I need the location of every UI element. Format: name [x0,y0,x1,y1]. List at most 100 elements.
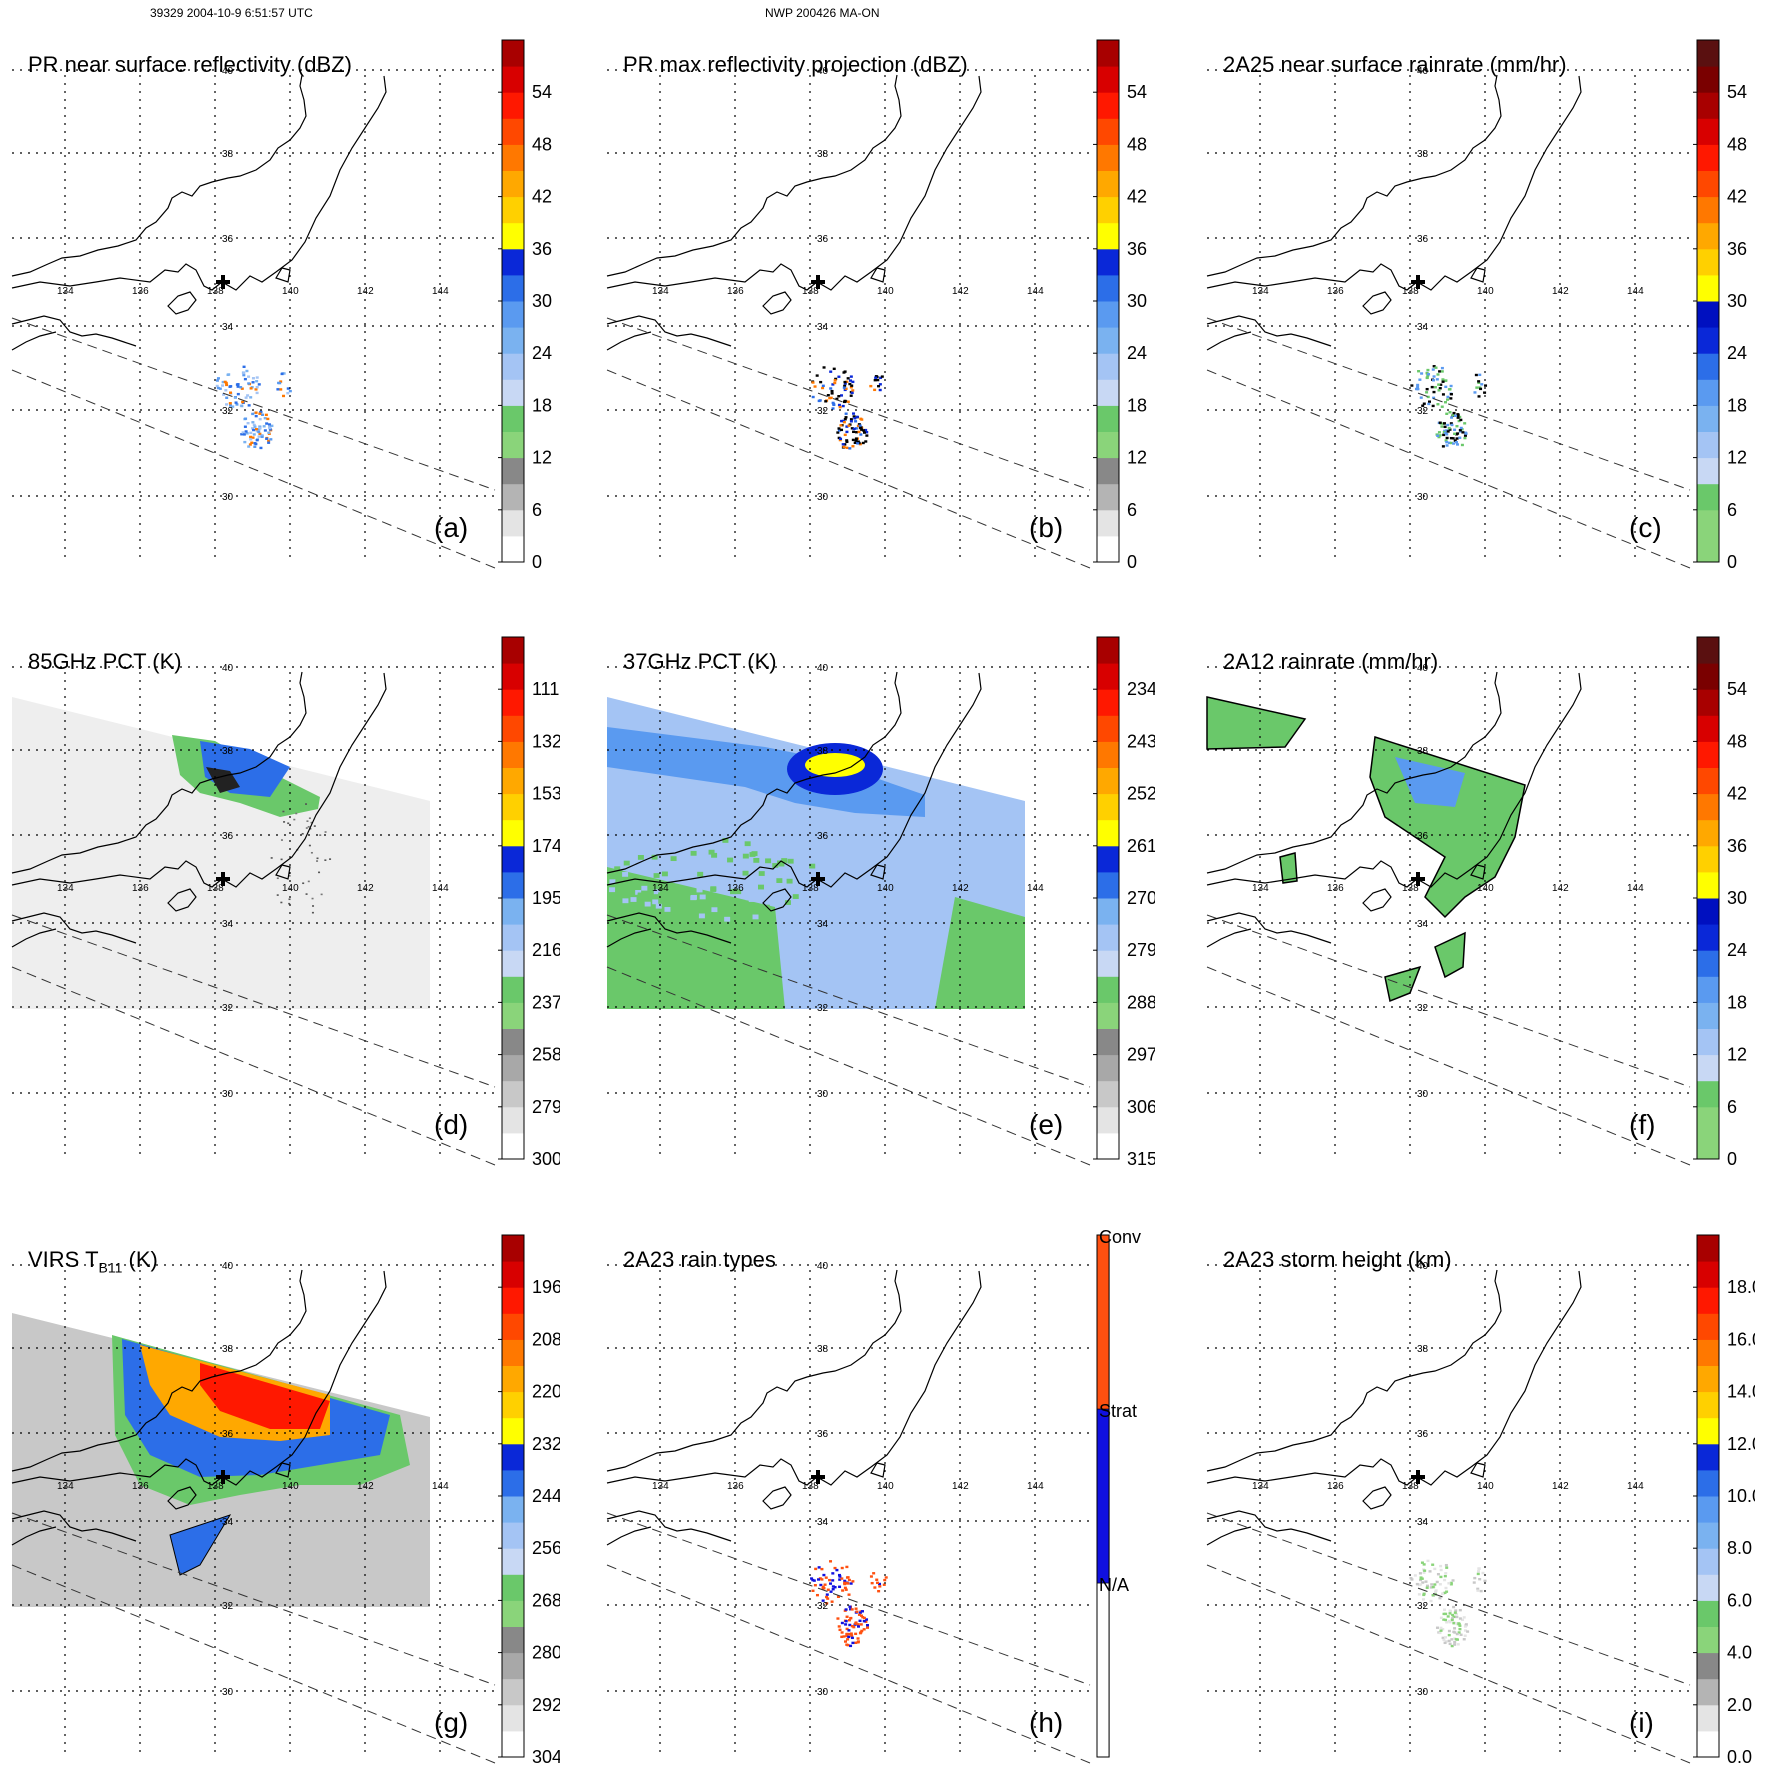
data-pixel [1426,1559,1430,1563]
latitude-label: 40 [222,1261,234,1272]
panel-c: 134 136 138 140 142 144 40 38 36 34 32 30 0 6 12 18 24 30… [1195,20,1755,580]
data-pixel [1464,432,1468,435]
data-pixel [850,391,854,395]
colorbar-segment [1697,950,1719,977]
data-pixel [879,376,883,380]
data-pixel [857,423,861,426]
tmi-swath [12,697,430,1009]
data-pixel [1439,383,1443,386]
data-pixel [652,899,659,905]
data-pixel [267,441,271,444]
rain-region [1279,852,1298,884]
data-pixel [1447,1639,1451,1643]
data-pixel [1453,432,1457,436]
rain-region [1434,931,1466,979]
data-pixel [849,1644,853,1648]
colorbar-segment [502,405,524,432]
data-pixel [1449,422,1453,425]
colorbar-segment [1697,248,1719,276]
data-pixel [280,901,283,904]
data-pixel [1438,434,1442,437]
data-pixel [1458,436,1462,439]
data-pixel [1417,370,1421,373]
panel-e: 134 136 138 140 142 144 40 38 36 34 32 30 315 306 297 2… [595,617,1155,1177]
pr-swath-edge [606,369,1091,569]
latitude-label: 30 [1417,1687,1429,1698]
data-pixel [268,426,272,430]
colorbar-tick-label: 258 [532,1045,560,1065]
pr-swath-edge [1206,914,1691,1088]
colorbar-segment [1097,1002,1119,1029]
colorbar-tick-label: 18 [532,395,552,415]
coastline [1206,315,1332,347]
colorbar-tick-label: 252 [1127,784,1155,804]
data-pixel [254,411,258,414]
colorbar-segment [1697,663,1719,690]
data-pixel [301,832,304,835]
data-pixel [852,412,856,415]
colorbar-segment [1697,431,1719,459]
data-pixel [1435,433,1439,436]
data-pixel [843,384,847,388]
data-pixel [843,380,847,384]
data-pixel [1479,387,1483,391]
data-pixel [833,1586,837,1589]
colorbar-segment [502,1054,524,1082]
coastline [167,888,197,912]
data-pixel [724,916,731,922]
data-pixel [1442,1638,1446,1642]
colorbar-segment [1097,144,1119,171]
longitude-label: 138 [1402,286,1419,297]
data-pixel [843,370,847,373]
data-pixel [1459,430,1463,433]
colorbar-segment [1697,1678,1719,1706]
data-pixel [1439,1568,1443,1572]
longitude-label: 144 [1627,883,1644,894]
latitude-label: 36 [222,234,234,245]
data-pixel [1425,391,1429,394]
data-pixel [1454,1612,1458,1616]
data-pixel [845,1565,849,1569]
data-pixel [1450,1638,1454,1641]
colorbar-segment [1697,509,1719,537]
longitude-label: 142 [357,286,374,297]
data-pixel [288,875,291,877]
panel-i-figure: 134 136 138 140 142 144 40 38 36 34 32 30 0.0 2.0 4.0 6… [1206,1234,1755,1767]
panel-b-letter: (b) [1029,512,1064,543]
panel-title-text: 37GHz PCT (K) [623,649,777,674]
data-pixel [832,367,836,371]
data-pixel [245,432,249,435]
data-pixel [862,1616,866,1620]
latitude-label: 34 [817,919,829,930]
data-pixel [802,887,809,893]
data-pixel [815,1593,819,1597]
data-pixel [864,1620,868,1623]
data-pixel [747,892,754,898]
data-pixel [1445,1566,1449,1569]
colorbar-tick-label: 2.0 [1727,1695,1752,1715]
colorbar-segment [502,509,524,537]
data-pixel [1457,1631,1461,1634]
data-pixel [837,375,841,378]
coastline [275,1462,291,1478]
data-pixel [833,379,837,382]
data-pixel [822,366,826,369]
data-pixel [1449,1581,1453,1585]
storm-center-icon [811,872,825,886]
data-pixel [1443,1608,1447,1611]
data-pixel [841,1589,845,1592]
data-pixel [821,1599,825,1602]
data-pixel [874,376,878,379]
data-pixel [1460,443,1464,447]
panel-c-letter: (c) [1629,512,1662,543]
panel-g: 134 136 138 140 142 144 40 38 36 34 32 30 304 292 280 2… [0,1215,560,1775]
longitude-label: 142 [952,1481,969,1492]
longitude-label: 134 [652,286,669,297]
data-pixel [1449,441,1453,445]
colorbar-segment [1697,274,1719,302]
data-pixel [849,1632,853,1635]
data-pixel [622,871,629,877]
data-pixel [787,858,794,864]
colorbar-tick-label: 6.0 [1727,1590,1752,1610]
colorbar-tick-label: 0 [1727,552,1737,572]
